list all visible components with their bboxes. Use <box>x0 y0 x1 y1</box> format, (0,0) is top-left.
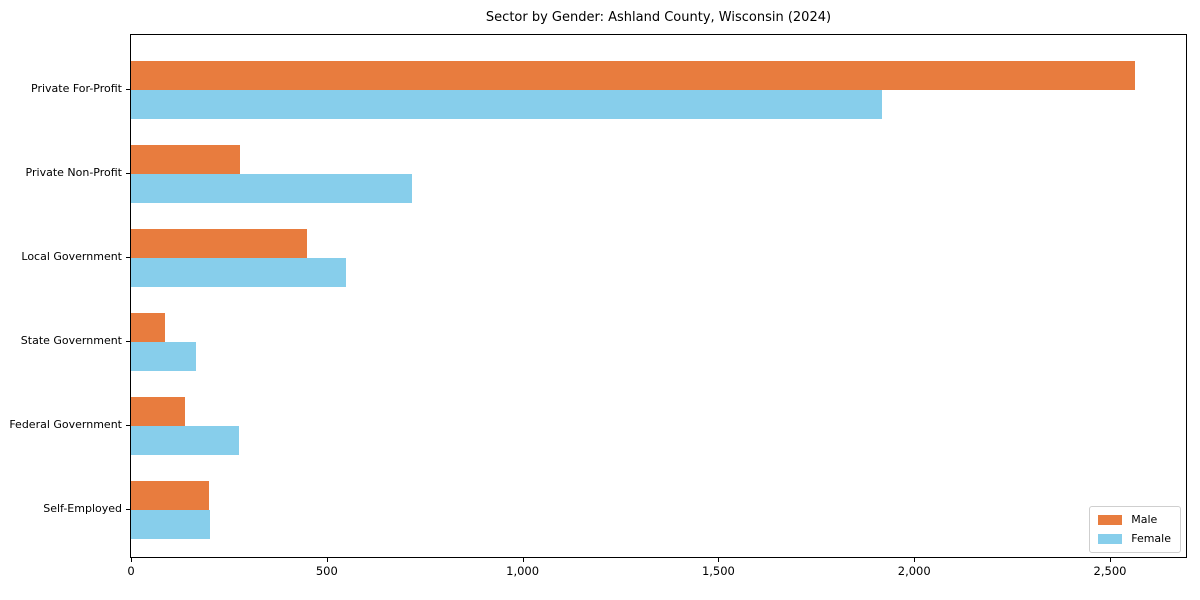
bar-male-4 <box>131 397 185 426</box>
ytick-mark-1 <box>126 173 130 174</box>
ytick-label-1: Private Non-Profit <box>25 166 122 179</box>
ytick-mark-0 <box>126 89 130 90</box>
xtick-mark-5 <box>1110 558 1112 562</box>
ytick-label-3: State Government <box>20 334 122 347</box>
bar-male-1 <box>131 145 240 174</box>
bar-female-2 <box>131 258 346 287</box>
bar-female-0 <box>131 90 882 119</box>
y-axis-tick-labels: Private For-Profit Private Non-Profit Loca… <box>0 34 122 558</box>
bar-female-1 <box>131 174 412 203</box>
xtick-mark-3 <box>718 558 720 562</box>
xtick-mark-2 <box>522 558 524 562</box>
legend-item-male: Male <box>1098 514 1171 526</box>
bar-female-4 <box>131 426 239 455</box>
chart-title: Sector by Gender: Ashland County, Wiscon… <box>485 10 832 25</box>
ytick-label-2: Local Government <box>21 250 122 263</box>
legend: Male Female <box>1089 506 1181 553</box>
ytick-label-5: Self-Employed <box>43 502 122 515</box>
xtick-mark-4 <box>914 558 916 562</box>
xtick-mark-1 <box>326 558 328 562</box>
xtick-mark-0 <box>131 558 132 562</box>
ytick-mark-3 <box>126 341 130 342</box>
xtick-label-1: 500 <box>315 564 338 578</box>
legend-label-male: Male <box>1131 513 1158 526</box>
xtick-label-3: 1,500 <box>701 564 735 578</box>
bar-male-0 <box>131 61 1135 90</box>
plot-area: Male Female <box>130 34 1187 558</box>
xtick-label-2: 1,000 <box>506 564 540 578</box>
ytick-label-0: Private For-Profit <box>31 82 122 95</box>
legend-label-female: Female <box>1131 532 1171 545</box>
xtick-label-5: 2,500 <box>1093 564 1127 578</box>
ytick-mark-4 <box>126 425 130 426</box>
ytick-mark-2 <box>126 257 130 258</box>
female-series-swatch <box>1098 534 1123 544</box>
bar-female-5 <box>131 510 210 539</box>
bar-male-5 <box>131 481 209 510</box>
bar-female-3 <box>131 342 196 371</box>
legend-item-female: Female <box>1098 533 1171 545</box>
xtick-label-0: 0 <box>127 564 135 578</box>
xtick-label-4: 2,000 <box>897 564 931 578</box>
bar-male-3 <box>131 313 165 342</box>
male-series-swatch <box>1098 515 1123 525</box>
bar-male-2 <box>131 229 307 258</box>
ytick-mark-5 <box>126 509 130 510</box>
ytick-label-4: Federal Government <box>9 418 122 431</box>
